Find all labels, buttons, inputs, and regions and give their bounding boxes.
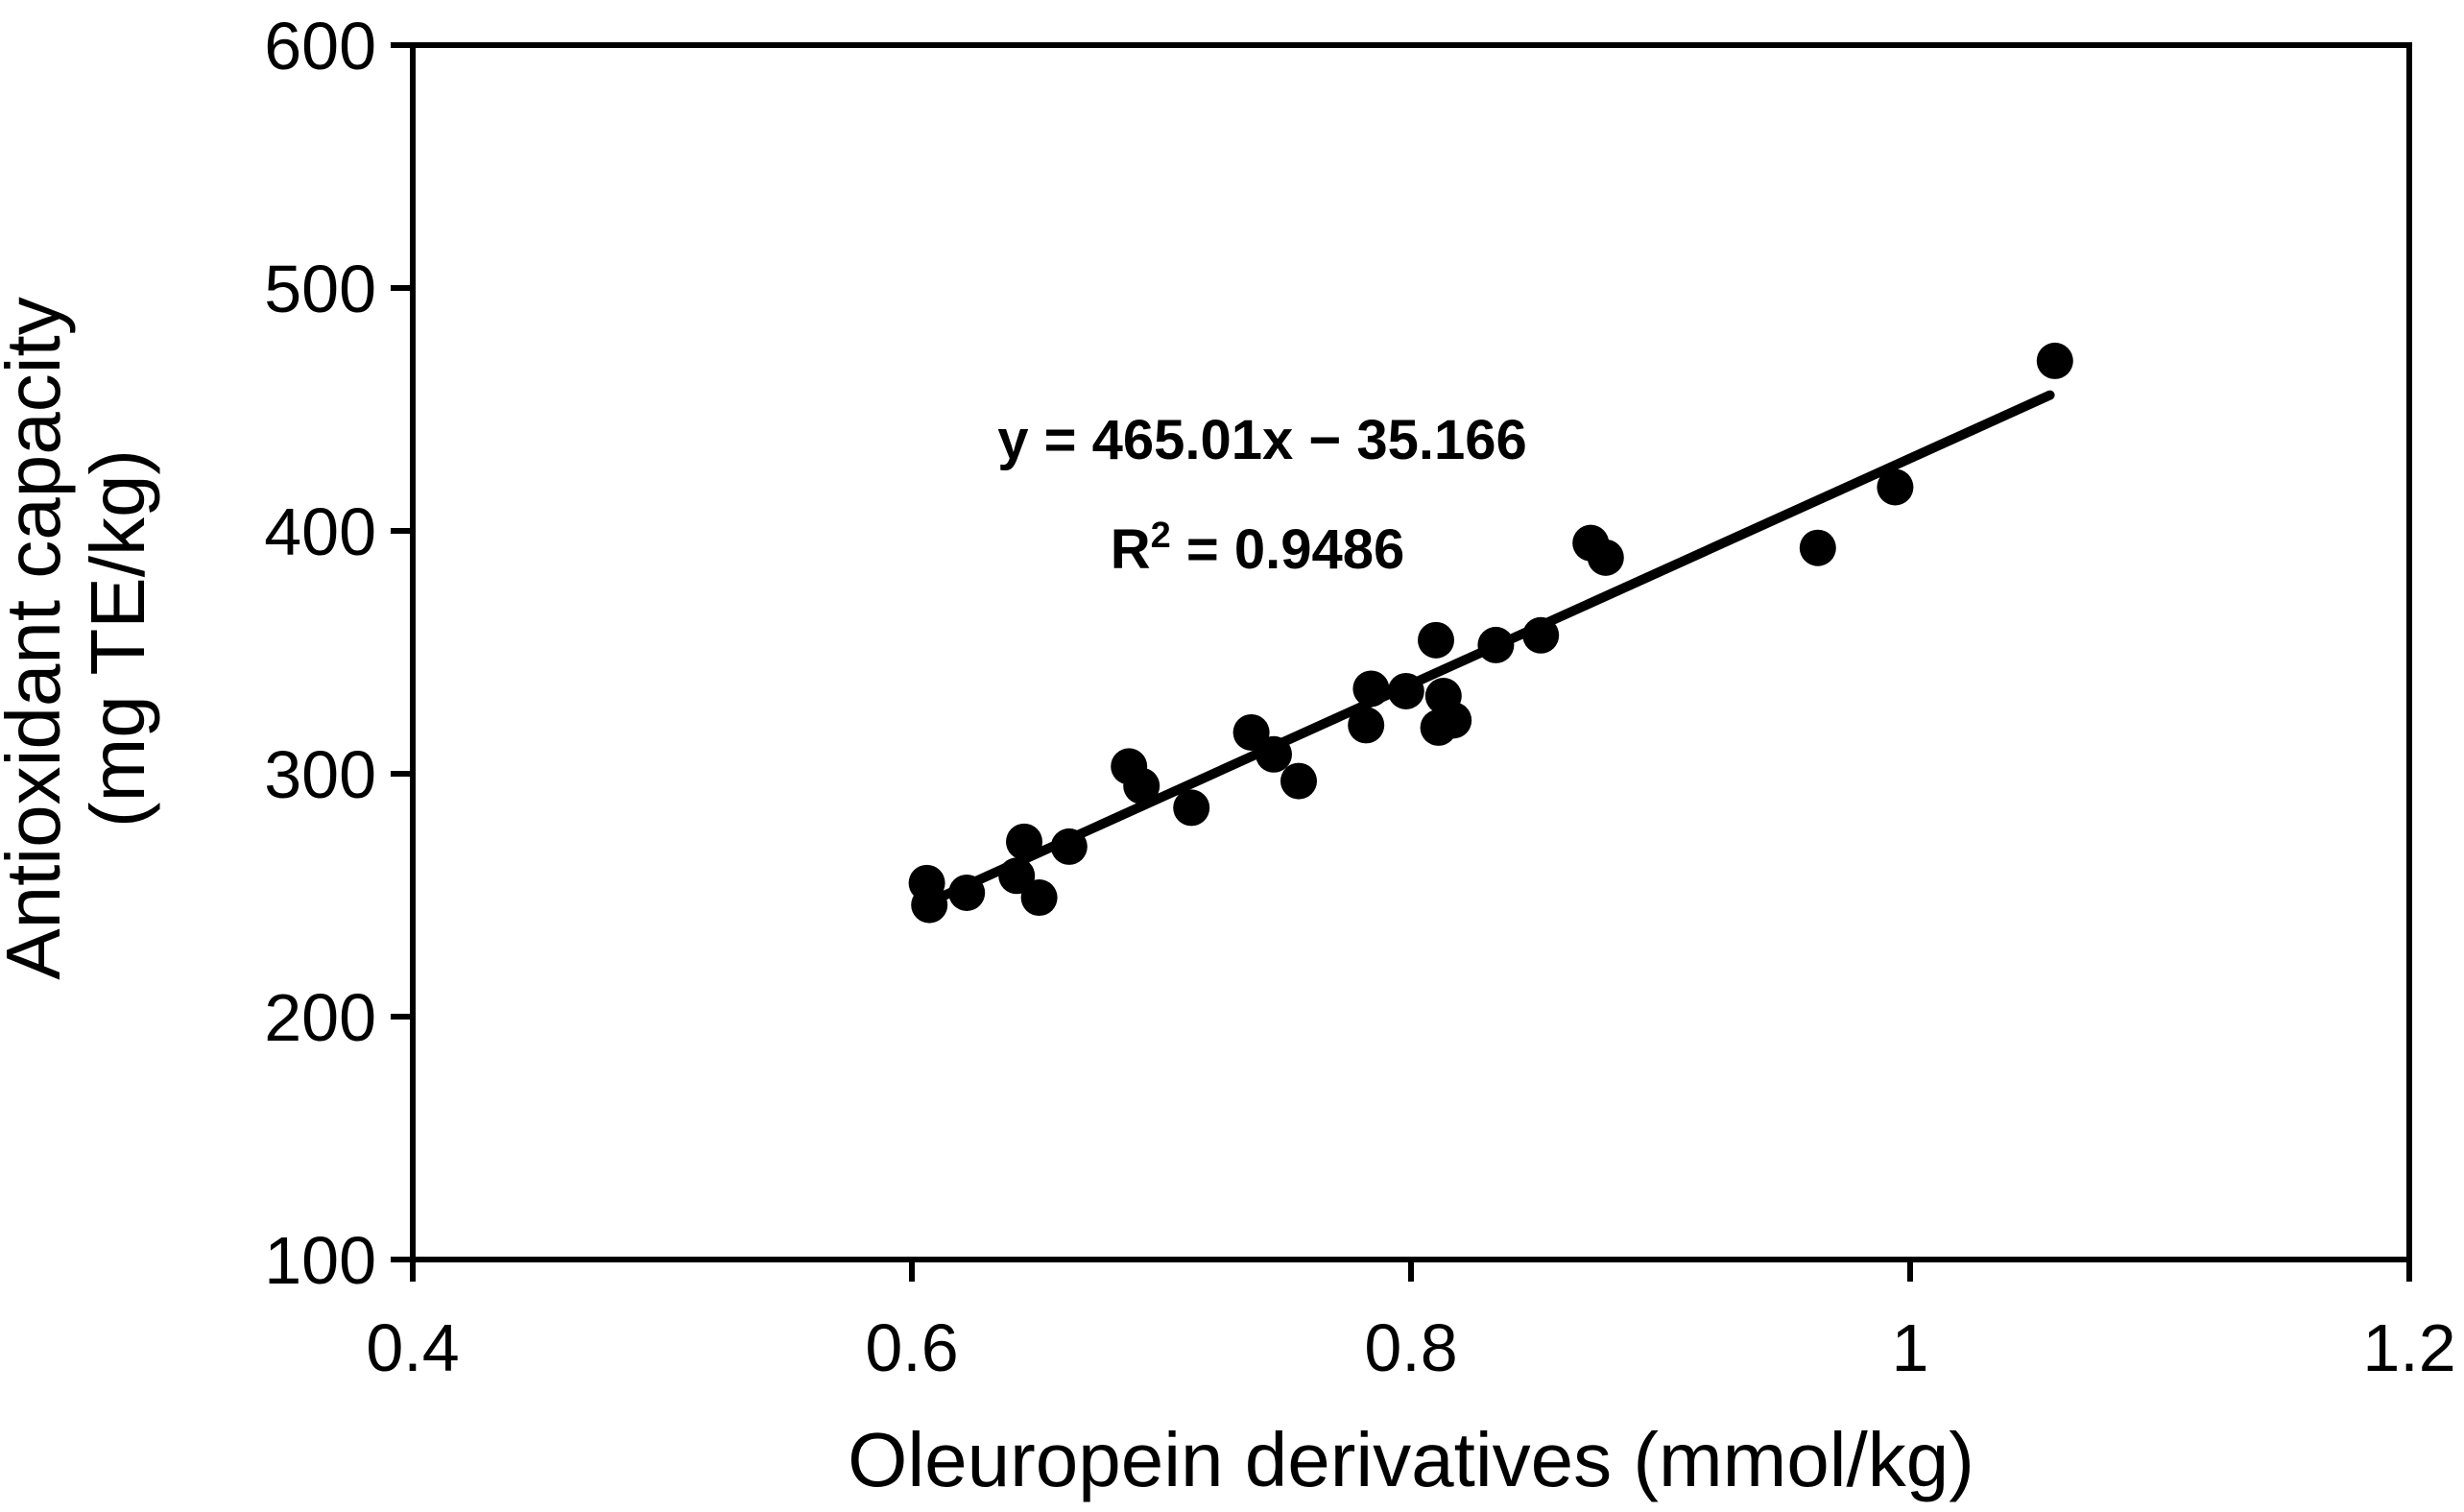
x-axis-ticks: [410, 1260, 2412, 1282]
data-point: [1280, 762, 1317, 800]
y-tick-label: 100: [264, 1223, 376, 1298]
x-tick-label: 1.2: [2362, 1310, 2455, 1385]
x-tick-label: 0.6: [865, 1310, 958, 1385]
x-tick-label: 1: [1892, 1310, 1929, 1385]
data-point: [1348, 707, 1385, 744]
data-point: [1173, 789, 1210, 827]
data-point: [1522, 616, 1560, 654]
x-tick-label: 0.4: [366, 1310, 459, 1385]
y-tick-label: 500: [264, 252, 376, 326]
y-axis-ticks: [391, 42, 413, 1262]
data-point: [1256, 735, 1292, 773]
plot-frame: [410, 42, 2412, 1262]
data-point: [1050, 828, 1088, 865]
data-point: [2036, 342, 2073, 379]
data-point: [911, 886, 948, 924]
y-axis-title-line2: (mg TE/kg): [75, 449, 160, 828]
data-point: [1799, 529, 1836, 566]
data-point: [1387, 672, 1424, 709]
y-tick-label: 400: [264, 494, 376, 569]
data-point: [1477, 626, 1515, 663]
data-point: [1006, 823, 1042, 860]
data-point: [1123, 767, 1160, 804]
data-point: [1877, 468, 1914, 506]
x-tick-label: 0.8: [1364, 1310, 1457, 1385]
data-point: [1587, 539, 1624, 576]
data-points: [908, 342, 2073, 924]
y-axis-tick-labels: 600 500 400 300 200 100: [264, 9, 376, 1298]
data-point: [998, 857, 1036, 895]
x-axis-title: Oleuropein derivatives (mmol/kg): [848, 1417, 1974, 1502]
y-tick-label: 600: [264, 9, 376, 84]
data-point: [1435, 702, 1472, 739]
y-axis-title-line1: Antioxidant capacity: [0, 297, 76, 980]
equation-line1: y = 465.01x − 35.166: [997, 409, 1527, 471]
equation-r-squared: R2 = 0.9486: [1111, 516, 1405, 581]
data-point: [948, 874, 986, 911]
data-point: [1418, 621, 1454, 659]
data-point: [1020, 879, 1058, 917]
x-axis-tick-labels: 0.4 0.6 0.8 1 1.2: [366, 1310, 2455, 1385]
y-tick-label: 300: [264, 737, 376, 812]
data-point: [1352, 670, 1390, 708]
y-tick-label: 200: [264, 980, 376, 1055]
data-point: [1232, 713, 1270, 751]
